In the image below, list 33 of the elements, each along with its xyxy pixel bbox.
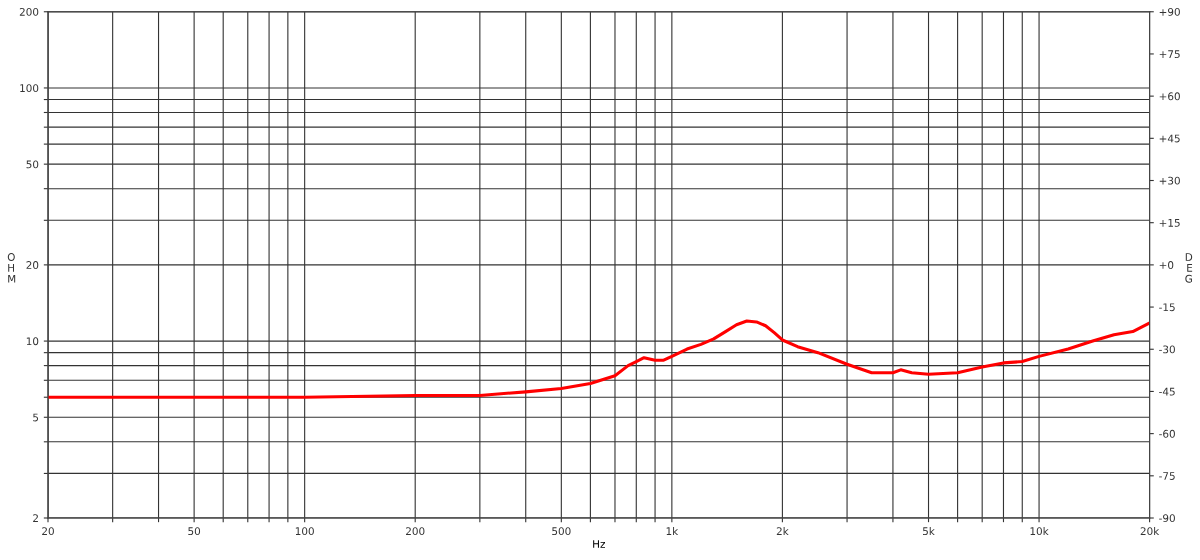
y2-tick-label: +15: [1159, 219, 1180, 227]
x-tick-label: 1k: [666, 527, 679, 535]
y2-tick-label: +0: [1159, 261, 1174, 269]
y2-tick-label: -90: [1159, 514, 1175, 523]
y2-axis-title: DEG: [1185, 253, 1193, 283]
y2-tick-label: +90: [1159, 7, 1180, 16]
y2-tick-label: +60: [1159, 92, 1180, 101]
x-tick-label: 200: [406, 527, 425, 536]
x-tick-label: 500: [552, 527, 571, 536]
y2-tick-label: -60: [1159, 429, 1175, 438]
y-tick-label: 5: [33, 413, 39, 422]
y-tick-label: 20: [26, 261, 39, 269]
x-tick-label: 50: [188, 527, 201, 536]
y-axis-title: OHM: [7, 253, 16, 283]
y2-tick-label: -45: [1159, 387, 1175, 396]
y-tick-label: 50: [26, 160, 39, 169]
y2-tick-label: +30: [1159, 176, 1180, 185]
y2-tick-label: -75: [1159, 472, 1175, 480]
y2-tick-label: -30: [1159, 345, 1175, 354]
y2-tick-label: +45: [1159, 134, 1180, 143]
x-tick-label: 10k: [1030, 527, 1049, 536]
y-tick-label: 2: [33, 514, 38, 522]
x-tick-label: 2k: [776, 527, 789, 535]
x-tick-label: 5k: [923, 527, 935, 536]
y-tick-label: 200: [19, 7, 39, 16]
x-tick-label: 20: [42, 527, 54, 536]
y-tick-label: 100: [20, 84, 39, 93]
y-tick-label: 10: [26, 337, 39, 346]
y2-tick-label: +75: [1159, 50, 1180, 59]
x-tick-label: 20k: [1140, 527, 1160, 536]
y2-tick-label: -15: [1159, 303, 1175, 312]
x-tick-label: 100: [295, 527, 314, 536]
x-axis-title: Hz: [593, 540, 605, 548]
